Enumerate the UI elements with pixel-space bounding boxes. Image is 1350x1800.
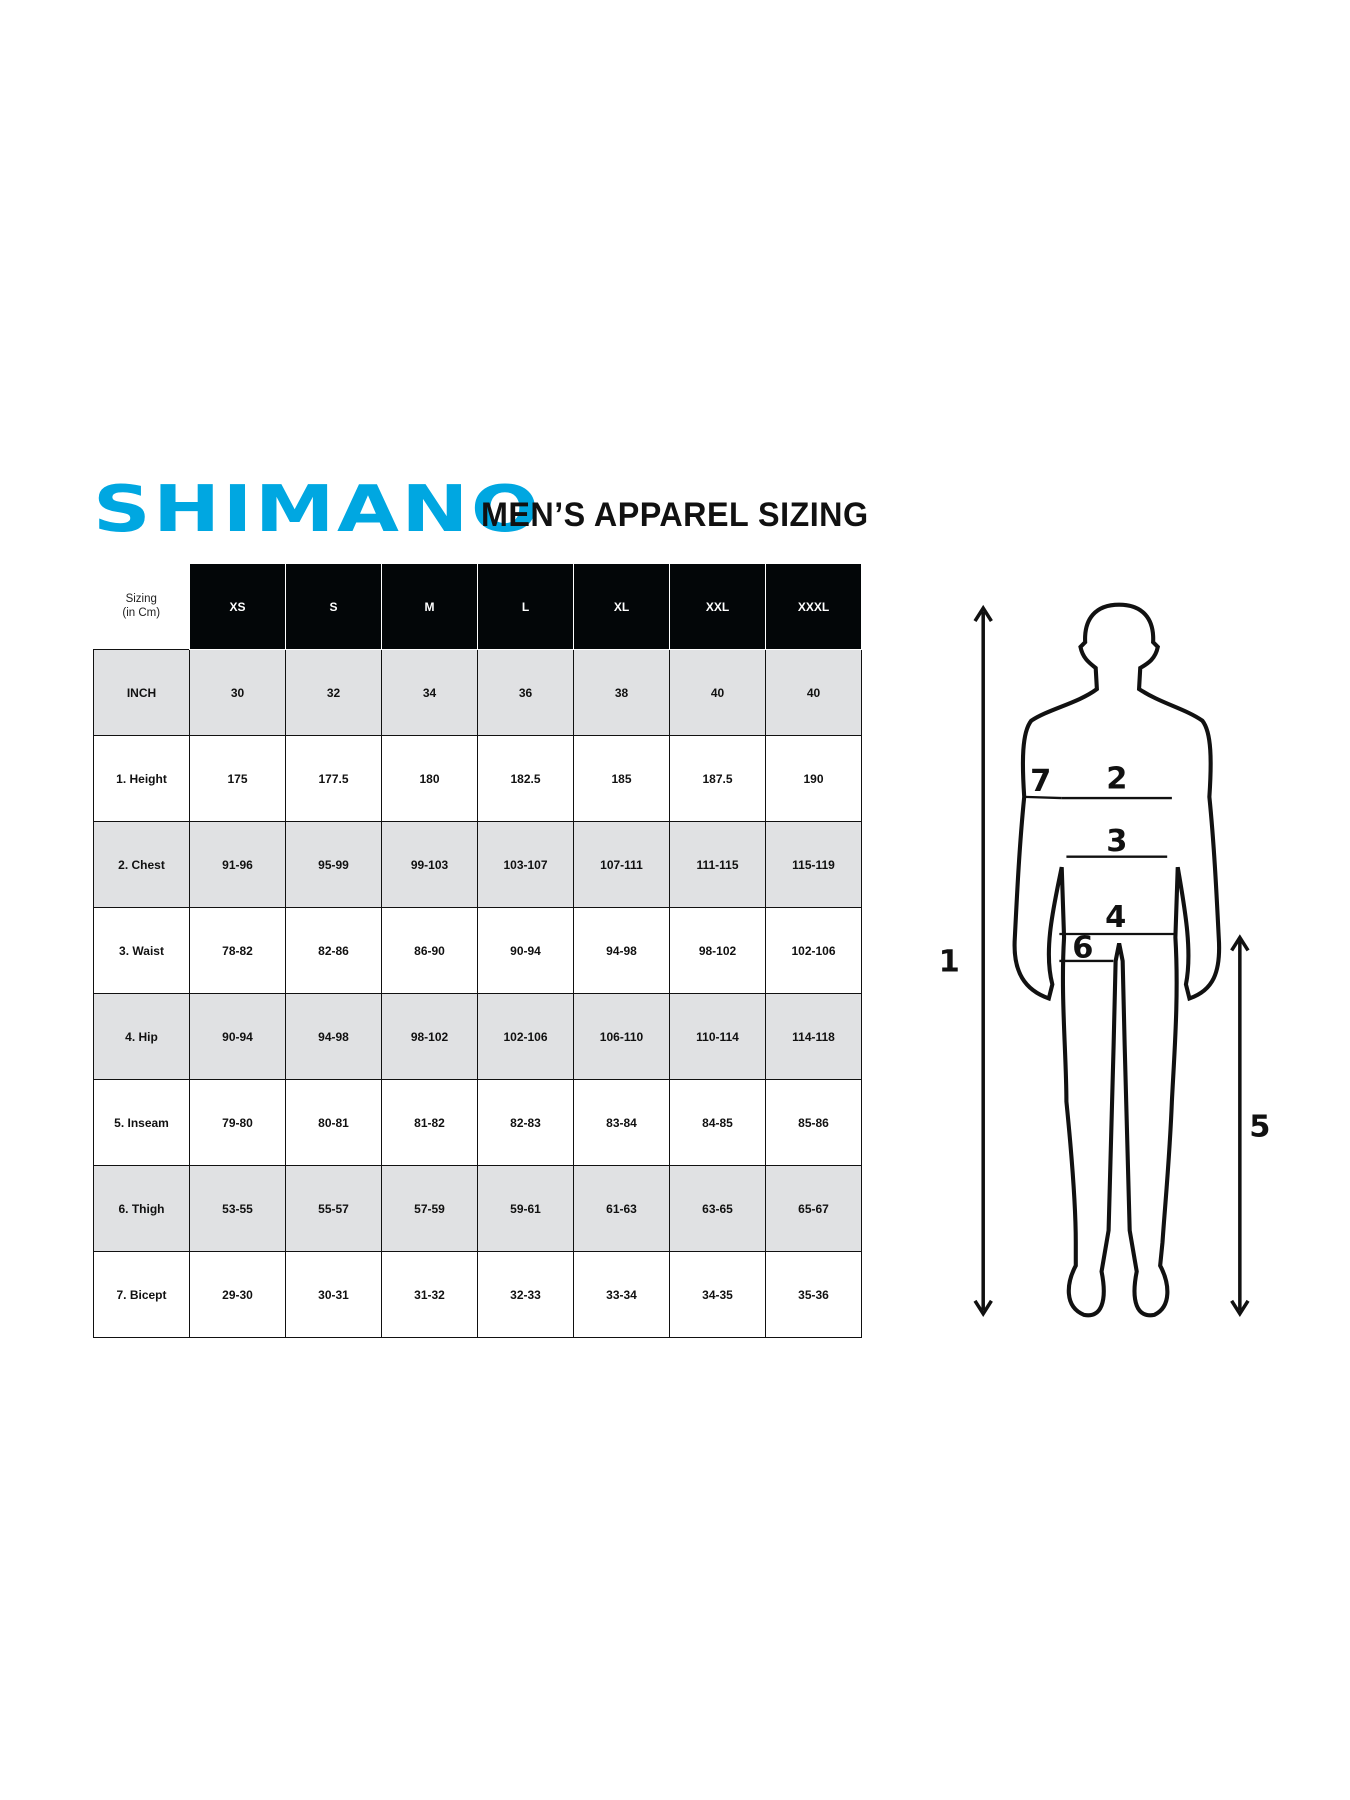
corner-label: Sizing (in Cm) (94, 564, 190, 650)
size-header: XXL (669, 563, 766, 650)
table-cell: 63-65 (669, 1165, 766, 1252)
table-cell: 190 (765, 735, 862, 822)
table-cell: 86-90 (381, 907, 478, 994)
table-cell: 40 (765, 649, 862, 736)
table-cell: 99-103 (381, 821, 478, 908)
height-arrow-bottom-head (973, 1299, 993, 1317)
table-cell: 34-35 (669, 1251, 766, 1338)
table-cell: 61-63 (573, 1165, 670, 1252)
size-header: XS (189, 563, 286, 650)
table-cell: 187.5 (669, 735, 766, 822)
label-waist: 3 (1106, 824, 1127, 859)
table-cell: 94-98 (573, 907, 670, 994)
table-cell: 91-96 (189, 821, 286, 908)
label-thigh: 6 (1072, 930, 1093, 965)
table-cell: 98-102 (669, 907, 766, 994)
table-cell: 98-102 (381, 993, 478, 1080)
inseam-arrow-top-head (1230, 934, 1250, 952)
row-label: 7. Bicept (93, 1251, 190, 1338)
corner-label-line2: (in Cm) (122, 607, 161, 620)
size-header: XXXL (765, 563, 862, 650)
table-cell: 59-61 (477, 1165, 574, 1252)
table-cell: 102-106 (477, 993, 574, 1080)
table-cell: 32 (285, 649, 382, 736)
inseam-arrow-bottom-head (1230, 1299, 1250, 1317)
table-cell: 102-106 (765, 907, 862, 994)
height-arrow-top-head (973, 604, 993, 623)
table-row: 4. Hip 90-94 94-98 98-102 102-106 106-110 110-… (93, 993, 862, 1080)
table-cell: 33-34 (573, 1251, 670, 1338)
table-row: 6. Thigh 53-55 55-57 57-59 59-61 61-63 63-65 65… (93, 1165, 862, 1252)
table-cell: 110-114 (669, 993, 766, 1080)
table-cell: 38 (573, 649, 670, 736)
table-row: 3. Waist 78-82 82-86 86-90 90-94 94-98 98-102 1… (93, 907, 862, 994)
table-cell: 103-107 (477, 821, 574, 908)
size-chart-table: Sizing (in Cm) XS S M L XL XXL XXXL INCH 3… (93, 563, 862, 1338)
table-cell: 53-55 (189, 1165, 286, 1252)
table-cell: 36 (477, 649, 574, 736)
table-cell: 31-32 (381, 1251, 478, 1338)
table-cell: 83-84 (573, 1079, 670, 1166)
corner-label-line1: Sizing (125, 593, 157, 606)
table-cell: 55-57 (285, 1165, 382, 1252)
table-cell: 182.5 (477, 735, 574, 822)
table-cell: 94-98 (285, 993, 382, 1080)
bicep-line (1024, 795, 1062, 800)
table-cell: 90-94 (477, 907, 574, 994)
shimano-logo: SHIMANO (93, 473, 542, 547)
table-cell: 95-99 (285, 821, 382, 908)
table-row: INCH 30 32 34 36 38 40 40 (93, 649, 862, 736)
table-header-row: Sizing (in Cm) XS S M L XL XXL XXXL (94, 563, 862, 650)
table-cell: 57-59 (381, 1165, 478, 1252)
row-label: INCH (93, 649, 190, 736)
row-label: 6. Thigh (93, 1165, 190, 1252)
row-label: 5. Inseam (93, 1079, 190, 1166)
table-cell: 34 (381, 649, 478, 736)
size-header: M (381, 563, 478, 650)
table-row: 1. Height 175 177.5 180 182.5 185 187.5 190 (93, 735, 862, 822)
table-cell: 35-36 (765, 1251, 862, 1338)
table-cell: 115-119 (765, 821, 862, 908)
table-cell: 30 (189, 649, 286, 736)
row-label: 2. Chest (93, 821, 190, 908)
table-cell: 90-94 (189, 993, 286, 1080)
table-cell: 106-110 (573, 993, 670, 1080)
size-header: L (477, 563, 574, 650)
label-height: 1 (939, 944, 960, 979)
table-cell: 180 (381, 735, 478, 822)
table-cell: 114-118 (765, 993, 862, 1080)
label-inseam: 5 (1249, 1110, 1270, 1145)
table-cell: 30-31 (285, 1251, 382, 1338)
table-cell: 65-67 (765, 1165, 862, 1252)
label-hip: 4 (1105, 900, 1126, 935)
table-row: 7. Bicept 29-30 30-31 31-32 32-33 33-34 34-35 3… (93, 1251, 862, 1338)
table-row: 5. Inseam 79-80 80-81 81-82 82-83 83-84 84-85 8… (93, 1079, 862, 1166)
page-title: MEN’S APPAREL SIZING (481, 496, 869, 534)
body-outline (1012, 602, 1222, 1318)
table-row: 2. Chest 91-96 95-99 99-103 103-107 107-111 11… (93, 821, 862, 908)
label-bicep: 7 (1030, 764, 1051, 799)
table-cell: 40 (669, 649, 766, 736)
label-chest: 2 (1106, 762, 1127, 797)
table-cell: 107-111 (573, 821, 670, 908)
